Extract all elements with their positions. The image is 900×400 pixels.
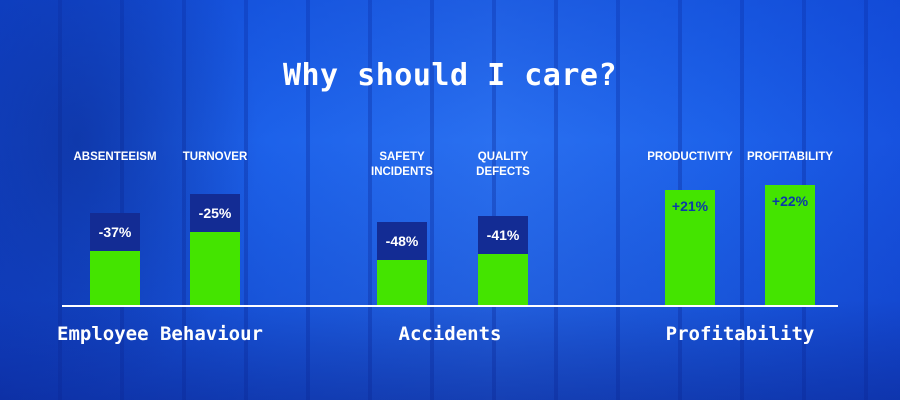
bar-quality-defects <box>478 254 528 306</box>
value-label-turnover: -25% <box>198 205 232 221</box>
bar-safety-incidents <box>377 260 427 306</box>
category-label-safety-incidents: SAFETY INCIDENTS <box>371 151 433 178</box>
value-label-productivity: +21% <box>671 198 709 214</box>
category-label-turnover: TURNOVER <box>182 151 248 163</box>
bar-reduction-quality-defects <box>478 216 528 254</box>
chart-baseline <box>62 305 838 307</box>
bar-reduction-turnover <box>190 194 240 232</box>
group-label-accidents: Accidents <box>398 323 502 345</box>
bar-absenteeism <box>90 251 140 306</box>
group-label-profitability: Profitability <box>665 323 815 345</box>
bar-turnover <box>190 232 240 306</box>
category-label-profitability: PROFITABILITY <box>746 151 834 163</box>
category-label-quality-defects: QUALITY DEFECTS <box>476 151 530 178</box>
value-label-safety-incidents: -48% <box>385 233 419 249</box>
category-label-absenteeism: ABSENTEEISM <box>73 151 157 163</box>
group-label-employee-behaviour: Employee Behaviour <box>57 323 263 345</box>
category-label-productivity: PRODUCTIVITY <box>647 151 733 163</box>
value-label-absenteeism: -37% <box>98 224 132 240</box>
value-label-profitability: +22% <box>771 193 809 209</box>
bar-profitability <box>765 185 815 306</box>
bar-reduction-safety-incidents <box>377 222 427 260</box>
value-label-quality-defects: -41% <box>486 227 520 243</box>
bar-reduction-absenteeism <box>90 213 140 251</box>
background-bottom-shade <box>0 300 900 400</box>
chart-title: Why should I care? <box>282 58 618 93</box>
bar-productivity <box>665 190 715 306</box>
